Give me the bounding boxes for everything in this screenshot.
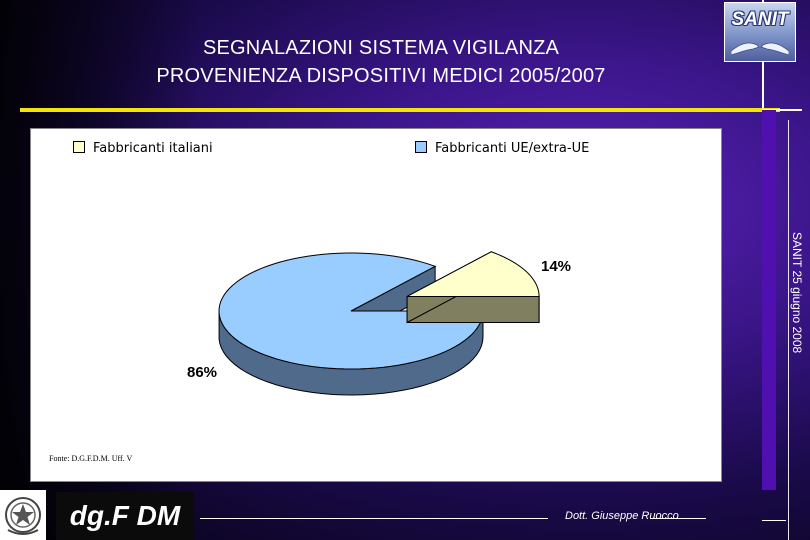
legend-item-ue: Fabbricanti UE/extra-UE <box>415 141 589 156</box>
legend-label-ue: Fabbricanti UE/extra-UE <box>435 141 590 156</box>
author-name: Dott. Giuseppe Ruocco <box>565 510 679 522</box>
footer-rule-right <box>650 518 706 519</box>
footer-rule-left <box>200 518 548 519</box>
right-accent-bar <box>762 110 776 490</box>
pie-chart: 14% 86% <box>187 250 571 396</box>
legend-item-italiani: Fabbricanti italiani <box>73 141 213 156</box>
sanit-logo-text: SANIT <box>731 9 789 30</box>
pie-label-ue: 86% <box>187 364 217 381</box>
side-caption: SANIT 25 giugno 2008 <box>790 232 804 354</box>
italian-republic-emblem-icon <box>5 497 41 535</box>
legend-swatch-ue <box>415 141 427 153</box>
title-line-1: SEGNALAZIONI SISTEMA VIGILANZA <box>202 37 560 59</box>
title-line-2: PROVENIENZA DISPOSITIVI MEDICI 2005/2007 <box>156 65 606 87</box>
right-thin-rule <box>788 120 789 540</box>
pie-slice-ue <box>218 252 484 370</box>
pie-slice-italiani <box>406 251 540 297</box>
sanit-logo: SANIT <box>724 2 796 62</box>
source-note: Fonte: D.G.F.D.M. Uff. V <box>49 454 133 463</box>
corner-rule <box>762 520 786 521</box>
page-title: SEGNALAZIONI SISTEMA VIGILANZA PROVENIEN… <box>20 34 742 90</box>
pie-label-italiani: 14% <box>541 258 571 275</box>
hands-icon <box>731 42 789 55</box>
legend-label-italiani: Fabbricanti italiani <box>93 141 213 156</box>
dgfdm-logo: dg.F DM <box>56 492 194 540</box>
legend-swatch-italiani <box>73 141 85 153</box>
emblem <box>0 490 46 540</box>
chart-panel: Fabbricanti italiani Fabbricanti UE/extr… <box>30 128 722 482</box>
title-rule <box>20 108 780 112</box>
title-rule-extension <box>762 109 802 111</box>
